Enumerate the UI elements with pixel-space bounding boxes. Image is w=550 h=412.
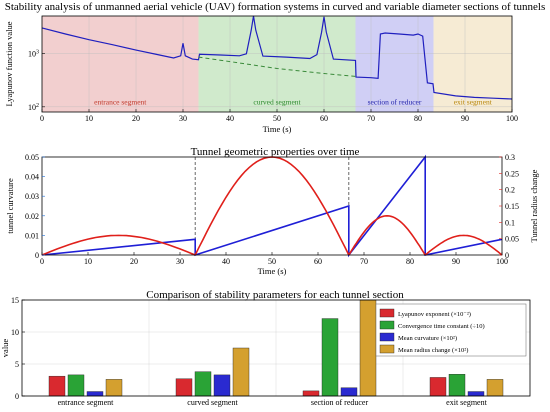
right-tick-label-4: 0.2 [505,186,515,195]
lyapunov-chart-title: Stability analysis of unmanned aerial ve… [5,1,545,13]
legend-swatch-1 [379,320,395,330]
lyapunov-line-0 [41,15,513,100]
right-tick-label-3: 0.15 [505,202,519,211]
region-2 [355,16,434,112]
bar-0-3 [105,379,123,397]
bar-2-2 [340,387,358,397]
y-tick-label-1: 5 [15,360,19,369]
x-tick-label-6: 60 [314,257,322,266]
category-label-0: entrance segment [58,398,115,407]
radius-change-line [41,156,503,256]
x-tick-label-1: 10 [85,114,93,123]
x-tick-label-2: 20 [130,257,138,266]
region-label-0: entrance segment [94,97,147,106]
y-tick-label-0: 102 [28,103,39,112]
right-tick-label-1: 0.05 [505,235,519,244]
bar-3-2 [467,391,485,397]
bar-0-0 [48,375,66,397]
comparison-plot-frame [21,299,531,397]
bar-2-1 [321,318,339,397]
x-tick-label-5: 50 [268,257,276,266]
x-tick-label-2: 20 [132,114,140,123]
bar-0-1 [67,374,85,397]
x-tick-label-1: 10 [84,257,92,266]
comparison-legend: Lyapunov exponent (×10⁻²) Convergence tim… [375,303,527,357]
bar-3-3 [486,379,504,397]
region-0 [42,16,199,112]
region-label-3: exit segment [454,97,493,106]
x-tick-label-4: 40 [226,114,234,123]
y-tick-label-2: 10 [11,328,19,337]
region-label-2: section of reducer [368,97,422,106]
right-tick-label-2: 0.1 [505,218,515,227]
bar-2-3 [359,299,377,397]
x-tick-label-10: 100 [496,257,508,266]
geometry-x-axis-label: Time (s) [258,266,287,276]
lyapunov-x-axis-label: Time (s) [263,124,292,134]
category-label-1: curved segment [187,398,238,407]
bar-1-0 [175,378,193,397]
y-tick-label-0: 0 [15,392,19,401]
x-tick-label-8: 80 [406,257,414,266]
lyapunov-y-axis-label: Lyapunov function value [4,21,14,106]
left-tick-label-5: 0.05 [25,153,39,162]
legend-label-0: Lyapunov exponent (×10⁻²) [398,311,471,318]
reference-line-1 [198,56,356,77]
x-tick-label-6: 60 [320,114,328,123]
lyapunov-chart: Stability analysis of unmanned aerial ve… [4,1,545,134]
y-tick-label-3: 15 [11,296,19,305]
left-tick-label-1: 0.01 [25,231,39,240]
x-tick-label-9: 90 [452,257,460,266]
y-tick-label-1: 103 [28,49,39,58]
legend-label-3: Mean radius change (×10²) [398,347,468,354]
x-tick-label-8: 80 [414,114,422,123]
region-3 [433,16,512,112]
legend-label-1: Convergence time constant (÷10) [398,323,485,330]
x-tick-label-3: 30 [179,114,187,123]
x-tick-label-7: 70 [367,114,375,123]
bar-1-1 [194,371,212,397]
radius-change-axis-label: Tunnel radius change [529,169,539,242]
geometry-plot-frame [41,156,503,256]
left-tick-label-2: 0.02 [25,212,39,221]
x-tick-label-7: 70 [360,257,368,266]
comparison-y-axis-label: value [0,339,10,358]
geometry-chart-title: Tunnel geometric properties over time [191,146,360,158]
legend-swatch-2 [379,332,395,342]
legend-swatch-3 [379,344,395,354]
bar-1-2 [213,374,231,397]
right-tick-label-6: 0.3 [505,153,515,162]
comparison-chart-title: Comparison of stability parameters for e… [146,289,404,301]
right-tick-label-0: 0 [505,251,509,260]
x-tick-label-0: 0 [40,257,44,266]
comparison-chart: Comparison of stability parameters for e… [0,289,531,407]
region-label-1: curved segment [253,97,301,106]
x-tick-label-9: 90 [461,114,469,123]
bar-3-0 [429,377,447,397]
bar-1-3 [232,347,250,397]
x-tick-label-3: 30 [176,257,184,266]
legend-swatch-0 [379,308,395,318]
category-label-3: exit segment [446,398,487,407]
curvature-axis-label: tunnel curvature [5,178,15,234]
legend-label-2: Mean curvature (×10²) [398,335,457,342]
right-tick-label-5: 0.25 [505,169,519,178]
x-tick-label-10: 100 [506,114,518,123]
curvature-line [41,154,503,258]
legend-box [375,303,527,357]
left-tick-label-0: 0 [35,251,39,260]
x-tick-label-0: 0 [40,114,44,123]
left-tick-label-4: 0.04 [25,173,39,182]
category-label-2: section of reducer [311,398,369,407]
bar-3-1 [448,374,466,397]
x-tick-label-4: 40 [222,257,230,266]
bar-2-0 [302,390,320,397]
left-tick-label-3: 0.03 [25,192,39,201]
bar-0-2 [86,391,104,397]
x-tick-label-5: 50 [273,114,281,123]
